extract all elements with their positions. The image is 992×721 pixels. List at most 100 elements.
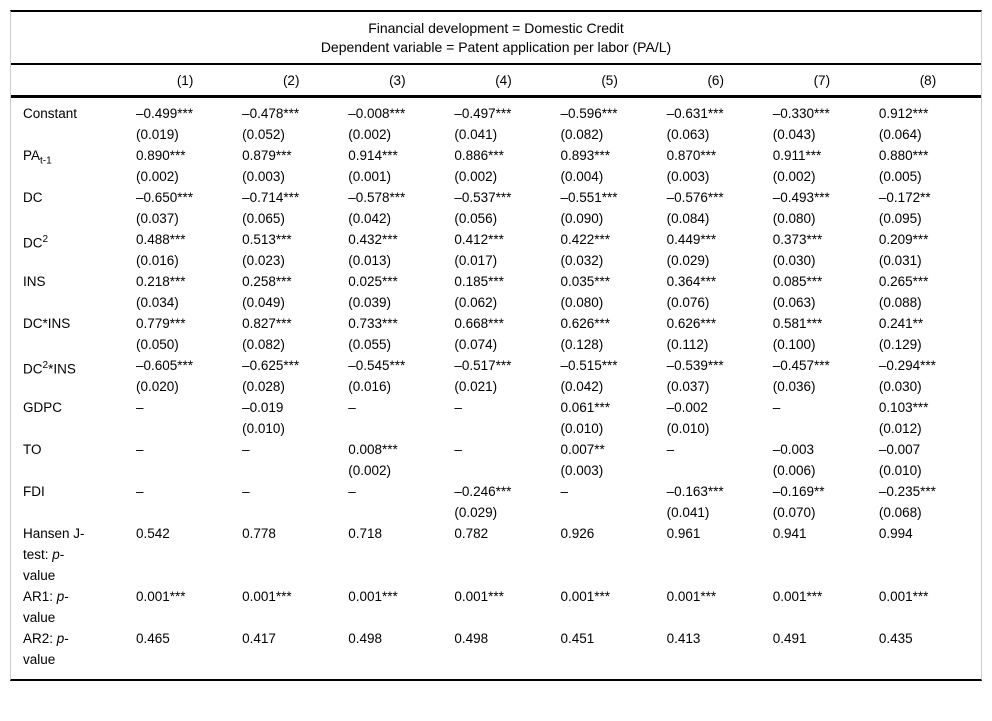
- cell-gdpc-col1: –: [132, 397, 238, 439]
- table-row-dc2: DC2 0.488*** (0.016) 0.513*** (0.023) 0.432**…: [11, 229, 981, 271]
- coefficient-value: 0.778: [242, 526, 276, 541]
- row-label-fdi: FDI: [11, 481, 132, 523]
- column-header-3: (3): [344, 65, 451, 98]
- coefficient-value: 0.001***: [454, 589, 504, 604]
- coefficient-value: 0.488***: [136, 232, 186, 247]
- standard-error: (0.002): [136, 169, 179, 184]
- regression-results-table: Financial development = Domestic Credit …: [10, 10, 982, 681]
- coefficient-value: 0.435: [878, 631, 913, 646]
- cell-dc2-ins-col2: –0.625*** (0.028): [238, 355, 344, 397]
- coefficient-value: –0.625***: [242, 358, 300, 373]
- coefficient-value: 0.413: [666, 631, 701, 646]
- cell-pa-lag-col4: 0.886*** (0.002): [450, 145, 556, 187]
- standard-error: (0.065): [242, 211, 285, 226]
- standard-error: (0.112): [666, 337, 709, 352]
- coefficient-value: 0.103***: [878, 400, 929, 415]
- row-label-ar1: AR1: p-value: [11, 586, 132, 628]
- standard-error: (0.016): [348, 379, 392, 394]
- coefficient-value: –0.596***: [560, 106, 618, 121]
- cell-ins-col1: 0.218*** (0.034): [132, 271, 238, 313]
- table-title-line1: Financial development = Domestic Credit: [368, 20, 624, 36]
- cell-dc2-col6: 0.449*** (0.029): [663, 229, 769, 271]
- standard-error: (0.062): [454, 295, 498, 310]
- row-label-segment: AR2:: [23, 631, 57, 646]
- table-row-ar1: AR1: p-value 0.001*** 0.001*** 0.001*** 0.00…: [11, 586, 981, 628]
- standard-error: (0.010): [560, 421, 604, 436]
- cell-pa-lag-col1: 0.890*** (0.002): [132, 145, 238, 187]
- coefficient-value: 0.827***: [242, 316, 292, 331]
- standard-error: (0.056): [454, 211, 498, 226]
- standard-error: (0.006): [772, 463, 816, 478]
- coefficient-value: –0.515***: [560, 358, 618, 373]
- coefficient-value: –0.007: [878, 442, 921, 457]
- coefficient-value: –: [454, 400, 462, 415]
- coefficient-value: 0.061***: [560, 400, 611, 415]
- cell-to-col6: –: [663, 439, 769, 481]
- cell-gdpc-col5: 0.061*** (0.010): [557, 397, 663, 439]
- row-label-segment: t-1: [40, 155, 52, 167]
- coefficient-value: 0.782: [454, 526, 489, 541]
- coefficient-value: 0.001***: [242, 589, 292, 604]
- coefficient-value: 0.001***: [878, 589, 929, 604]
- cell-ar1-col5: 0.001***: [557, 586, 663, 628]
- standard-error: (0.020): [136, 379, 179, 394]
- row-label-segment: p: [56, 631, 65, 646]
- standard-error: (0.002): [348, 127, 392, 142]
- cell-to-col2: –: [238, 439, 344, 481]
- cell-ins-col4: 0.185*** (0.062): [450, 271, 556, 313]
- cell-pa-lag-col6: 0.870*** (0.003): [663, 145, 769, 187]
- coefficient-value: 0.085***: [772, 274, 823, 289]
- cell-hansen-j-test-col2: 0.778: [238, 523, 344, 586]
- coefficient-value: 0.893***: [560, 148, 611, 163]
- cell-dc2-col5: 0.422*** (0.032): [557, 229, 663, 271]
- cell-ar1-col8: 0.001***: [875, 586, 981, 628]
- standard-error: (0.003): [666, 169, 710, 184]
- standard-error: (0.068): [878, 505, 922, 520]
- coefficient-value: 0.941: [772, 526, 807, 541]
- cell-ar1-col4: 0.001***: [450, 586, 556, 628]
- standard-error: (0.088): [878, 295, 922, 310]
- standard-error: (0.017): [454, 253, 498, 268]
- row-label-segment: 2: [42, 360, 49, 371]
- standard-error: (0.090): [560, 211, 604, 226]
- coefficient-value: 0.491: [772, 631, 807, 646]
- cell-ar2-col4: 0.498: [450, 628, 556, 679]
- coefficient-value: 0.779***: [136, 316, 186, 331]
- standard-error: (0.080): [772, 211, 816, 226]
- standard-error: (0.052): [242, 127, 285, 142]
- standard-error: (0.082): [560, 127, 604, 142]
- coefficient-value: 0.001***: [772, 589, 823, 604]
- coefficient-value: –0.172**: [878, 190, 931, 205]
- cell-dc-col8: –0.172** (0.095): [875, 187, 981, 229]
- coefficient-value: –: [242, 484, 250, 499]
- standard-error: (0.036): [772, 379, 816, 394]
- standard-error: (0.003): [560, 463, 604, 478]
- row-label-to: TO: [11, 439, 132, 481]
- row-label-constant: Constant: [11, 97, 132, 146]
- coefficient-value: –0.539***: [666, 358, 724, 373]
- cell-dc-col3: –0.578*** (0.042): [344, 187, 450, 229]
- coefficient-value: 0.412***: [454, 232, 504, 247]
- coefficient-value: –: [136, 400, 144, 415]
- row-label-segment: DC: [23, 235, 43, 251]
- cell-constant-col2: –0.478*** (0.052): [238, 97, 344, 146]
- row-label-segment: Constant: [23, 106, 78, 121]
- cell-ar1-col2: 0.001***: [238, 586, 344, 628]
- table-row-to: TO – – 0.008*** (0.002) – 0.007** (0.003) – –0.00…: [11, 439, 981, 481]
- table-row-pa-lag: PAt-1 0.890*** (0.002) 0.879*** (0.003) 0.914…: [11, 145, 981, 187]
- cell-ar1-col6: 0.001***: [663, 586, 769, 628]
- cell-dc2-col1: 0.488*** (0.016): [132, 229, 238, 271]
- coefficient-value: –0.714***: [242, 190, 300, 205]
- cell-pa-lag-col5: 0.893*** (0.004): [557, 145, 663, 187]
- coefficient-value: 0.001***: [136, 589, 186, 604]
- standard-error: (0.029): [666, 253, 710, 268]
- row-label-dc2-ins: DC2*INS: [11, 355, 132, 397]
- coefficient-value: –0.163***: [666, 484, 724, 499]
- table-row-dc: DC –0.650*** (0.037) –0.714*** (0.065) –0.578…: [11, 187, 981, 229]
- row-label-segment: 2: [42, 234, 49, 245]
- cell-hansen-j-test-col3: 0.718: [344, 523, 450, 586]
- standard-error: (0.037): [666, 379, 710, 394]
- cell-ins-col7: 0.085*** (0.063): [769, 271, 875, 313]
- coefficient-value: –0.631***: [666, 106, 724, 121]
- cell-constant-col5: –0.596*** (0.082): [557, 97, 663, 146]
